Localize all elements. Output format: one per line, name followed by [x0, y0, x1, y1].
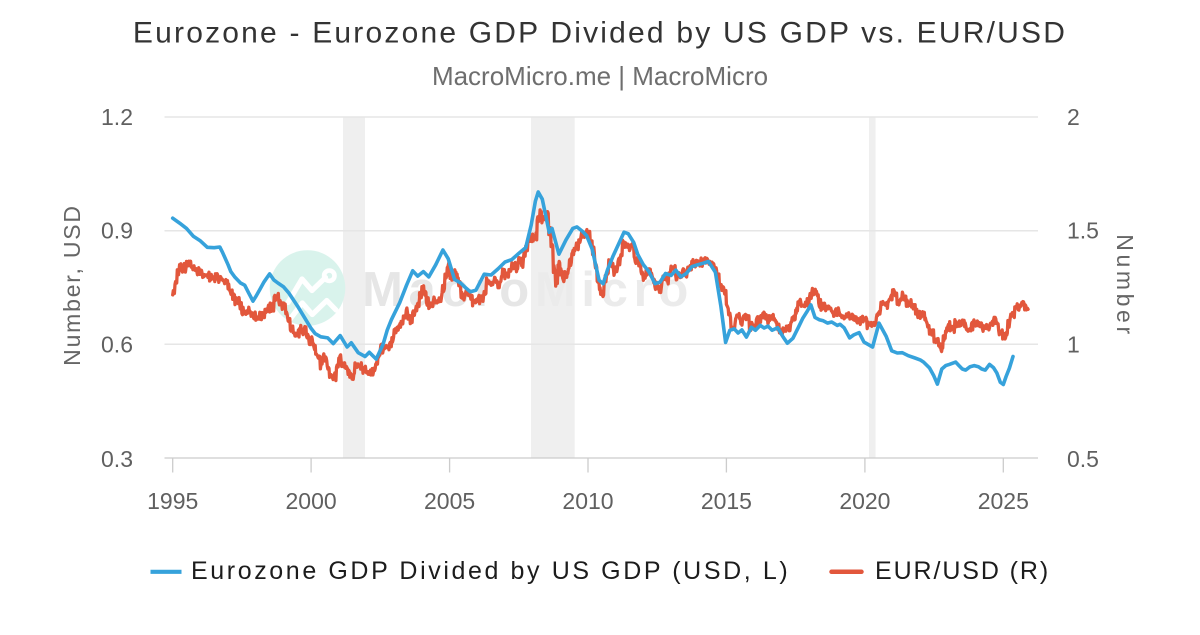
svg-text:1.5: 1.5 [1067, 218, 1099, 244]
svg-text:0.3: 0.3 [101, 446, 133, 472]
svg-text:2020: 2020 [839, 488, 890, 514]
svg-text:1.2: 1.2 [101, 104, 133, 130]
svg-text:2015: 2015 [701, 488, 752, 514]
svg-text:1995: 1995 [147, 488, 198, 514]
svg-text:2010: 2010 [562, 488, 613, 514]
svg-text:0.9: 0.9 [101, 218, 133, 244]
svg-text:0.6: 0.6 [101, 331, 133, 357]
svg-text:2000: 2000 [286, 488, 337, 514]
svg-text:Number: Number [1112, 234, 1138, 337]
svg-text:2025: 2025 [978, 488, 1029, 514]
svg-text:Eurozone - Eurozone GDP Divide: Eurozone - Eurozone GDP Divided by US GD… [133, 17, 1067, 50]
svg-text:2005: 2005 [424, 488, 475, 514]
svg-text:EUR/USD (R): EUR/USD (R) [875, 557, 1050, 585]
svg-text:0.5: 0.5 [1067, 446, 1099, 472]
svg-text:MacroMicro.me | MacroMicro: MacroMicro.me | MacroMicro [432, 61, 768, 91]
svg-text:2: 2 [1067, 104, 1080, 130]
svg-text:Eurozone GDP Divided by US GDP: Eurozone GDP Divided by US GDP (USD, L) [191, 557, 790, 585]
svg-text:1: 1 [1067, 331, 1080, 357]
svg-text:Number, USD: Number, USD [59, 204, 85, 366]
